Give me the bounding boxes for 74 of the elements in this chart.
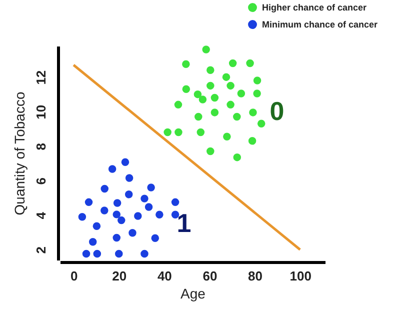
y-tick-label: 8 <box>34 142 48 150</box>
point <box>194 90 202 98</box>
legend-label: Higher chance of cancer <box>262 2 368 12</box>
point <box>253 90 261 98</box>
point <box>233 112 241 121</box>
y-tick-label: 12 <box>34 70 48 85</box>
point <box>92 222 101 230</box>
point <box>100 184 108 193</box>
point <box>194 112 202 121</box>
point <box>210 94 219 102</box>
x-tick-label: 80 <box>248 268 263 284</box>
point <box>171 198 180 206</box>
point <box>202 46 210 54</box>
point <box>100 206 108 214</box>
annotation: 0 <box>270 96 284 126</box>
point <box>115 250 123 258</box>
point <box>93 250 102 258</box>
point <box>174 100 182 109</box>
x-tick-label: 40 <box>157 268 172 284</box>
y-tick-label: 2 <box>34 246 48 254</box>
point <box>171 210 180 218</box>
point <box>82 250 90 258</box>
point <box>144 203 153 211</box>
point <box>206 147 214 156</box>
point <box>128 229 136 237</box>
point <box>84 198 93 206</box>
point <box>151 234 159 242</box>
point <box>182 60 190 68</box>
point <box>228 59 237 68</box>
point <box>226 82 234 90</box>
legend-label: Minimum chance of cancer <box>262 20 378 30</box>
y-axis-title: Quantity of Tobacco <box>12 92 28 216</box>
point <box>210 108 219 116</box>
point <box>78 212 86 221</box>
y-tick-label: 10 <box>34 104 48 120</box>
annotation: 1 <box>176 208 192 238</box>
point <box>112 210 120 218</box>
point <box>222 73 230 81</box>
point <box>206 82 214 90</box>
y-tick-label: 6 <box>34 177 48 185</box>
point <box>113 199 122 207</box>
point <box>249 108 257 116</box>
x-tick-label: 60 <box>202 268 218 284</box>
point <box>140 250 148 258</box>
point <box>140 194 148 202</box>
point <box>88 238 97 246</box>
point <box>164 128 172 136</box>
point <box>246 59 254 68</box>
point <box>156 210 164 218</box>
point <box>134 212 142 220</box>
point <box>233 153 241 162</box>
point <box>174 128 182 136</box>
x-axis-title: Age <box>180 286 206 302</box>
point <box>248 137 256 145</box>
point <box>223 132 231 140</box>
x-tick-label: 20 <box>112 268 127 284</box>
point <box>108 165 116 173</box>
point <box>257 120 266 128</box>
point <box>112 234 120 242</box>
point <box>206 66 214 74</box>
point <box>121 158 130 166</box>
point <box>198 96 207 104</box>
point <box>147 184 155 192</box>
point <box>182 85 190 94</box>
y-tick-label: 4 <box>34 211 48 220</box>
point <box>118 216 126 224</box>
point <box>237 90 246 98</box>
point <box>253 76 262 84</box>
x-tick-label: 100 <box>290 268 312 284</box>
point <box>226 100 234 109</box>
x-tick-label: 0 <box>70 268 78 284</box>
point <box>125 174 134 182</box>
point <box>124 190 133 198</box>
point <box>196 128 205 136</box>
